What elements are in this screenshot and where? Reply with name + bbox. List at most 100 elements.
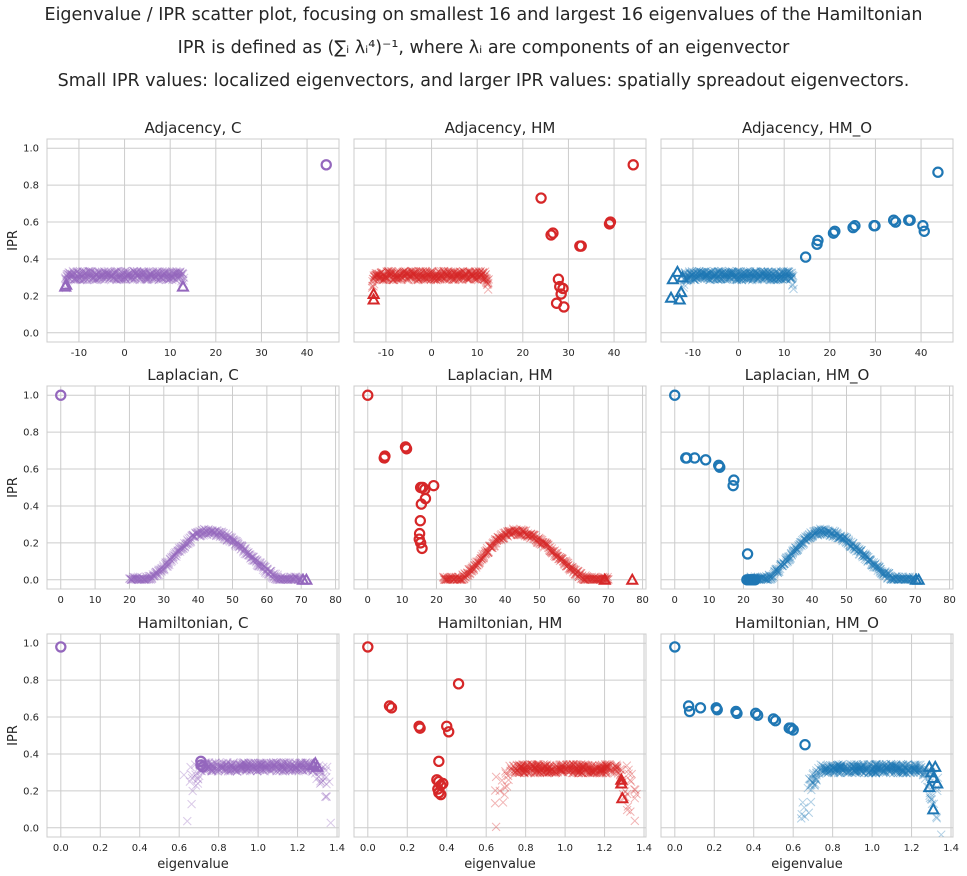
x-marker (464, 568, 473, 578)
x-marker (754, 272, 763, 282)
x-marker (151, 567, 161, 577)
x-marker (278, 575, 287, 584)
x-marker (855, 550, 864, 559)
x-marker (583, 575, 593, 584)
x-marker (500, 528, 510, 537)
x-marker (896, 763, 906, 773)
x-marker (479, 275, 489, 284)
x-marker (152, 268, 161, 278)
x-marker (752, 267, 761, 277)
x-marker (187, 770, 197, 780)
x-marker (772, 564, 781, 574)
x-marker (116, 273, 126, 282)
triangle-marker (674, 285, 688, 298)
x-marker (439, 267, 449, 276)
x-marker (452, 575, 462, 585)
x-marker (167, 272, 177, 282)
x-marker (892, 572, 901, 581)
x-marker (572, 760, 582, 770)
x-marker (786, 548, 796, 558)
x-marker (171, 275, 181, 285)
x-marker (873, 762, 883, 772)
x-marker (569, 760, 578, 769)
x-marker (157, 271, 167, 280)
x-marker (576, 574, 586, 584)
circle-marker (627, 159, 639, 171)
x-marker (791, 543, 801, 552)
x-marker (836, 768, 845, 778)
x-marker (899, 573, 908, 583)
x-marker (385, 270, 395, 280)
x-marker (586, 762, 596, 772)
x-marker (689, 275, 699, 285)
x-marker (154, 275, 164, 285)
x-marker (534, 761, 544, 771)
x-marker (742, 269, 752, 279)
x-marker (367, 281, 377, 291)
x-marker (571, 568, 581, 577)
x-marker (768, 573, 778, 583)
x-marker (842, 534, 852, 544)
x-marker (454, 572, 463, 582)
x-marker (472, 271, 482, 280)
x-marker (825, 763, 834, 773)
x-marker (810, 529, 820, 539)
circle-marker (195, 759, 207, 771)
x-marker (393, 272, 403, 282)
x-marker (255, 765, 265, 775)
x-marker (803, 534, 813, 544)
x-marker (796, 537, 806, 547)
x-marker (477, 554, 487, 563)
x-marker (857, 545, 866, 555)
x-marker (83, 272, 92, 281)
x-marker (210, 528, 219, 538)
x-marker (732, 274, 742, 284)
x-marker (761, 574, 771, 584)
x-marker (481, 277, 491, 286)
x-marker (831, 531, 841, 540)
x-marker (780, 271, 789, 281)
x-marker (202, 530, 212, 540)
x-marker (235, 761, 245, 770)
x-marker (786, 553, 796, 563)
x-marker (760, 574, 770, 584)
triangle-marker (366, 286, 381, 300)
x-marker (494, 534, 504, 543)
x-marker (221, 764, 231, 774)
x-marker (891, 767, 901, 777)
x-marker (438, 274, 448, 284)
x-marker (792, 546, 802, 555)
x-marker (550, 552, 560, 562)
x-marker (247, 553, 257, 563)
x-marker (487, 541, 497, 551)
x-marker (881, 768, 891, 778)
x-marker (64, 270, 74, 280)
x-marker (826, 528, 836, 538)
x-marker (523, 529, 533, 538)
x-marker (264, 761, 274, 770)
x-marker (476, 266, 486, 276)
x-marker (839, 532, 849, 541)
x-marker (257, 758, 267, 768)
x-marker (870, 760, 880, 769)
x-marker (454, 274, 464, 284)
x-marker (488, 543, 497, 553)
x-marker (514, 761, 524, 771)
x-marker (522, 765, 531, 775)
x-marker (392, 274, 401, 284)
x-marker (436, 274, 445, 284)
x-marker (773, 567, 783, 576)
x-marker (787, 268, 797, 278)
x-marker (739, 272, 748, 282)
x-marker (405, 270, 415, 280)
x-marker (816, 526, 825, 536)
x-marker (156, 269, 165, 279)
x-marker (369, 271, 379, 280)
x-marker (127, 575, 137, 584)
x-marker (837, 762, 846, 771)
x-marker (892, 761, 902, 771)
x-marker (81, 268, 91, 278)
x-marker (174, 271, 184, 281)
x-marker (284, 762, 294, 771)
x-marker (841, 537, 851, 547)
